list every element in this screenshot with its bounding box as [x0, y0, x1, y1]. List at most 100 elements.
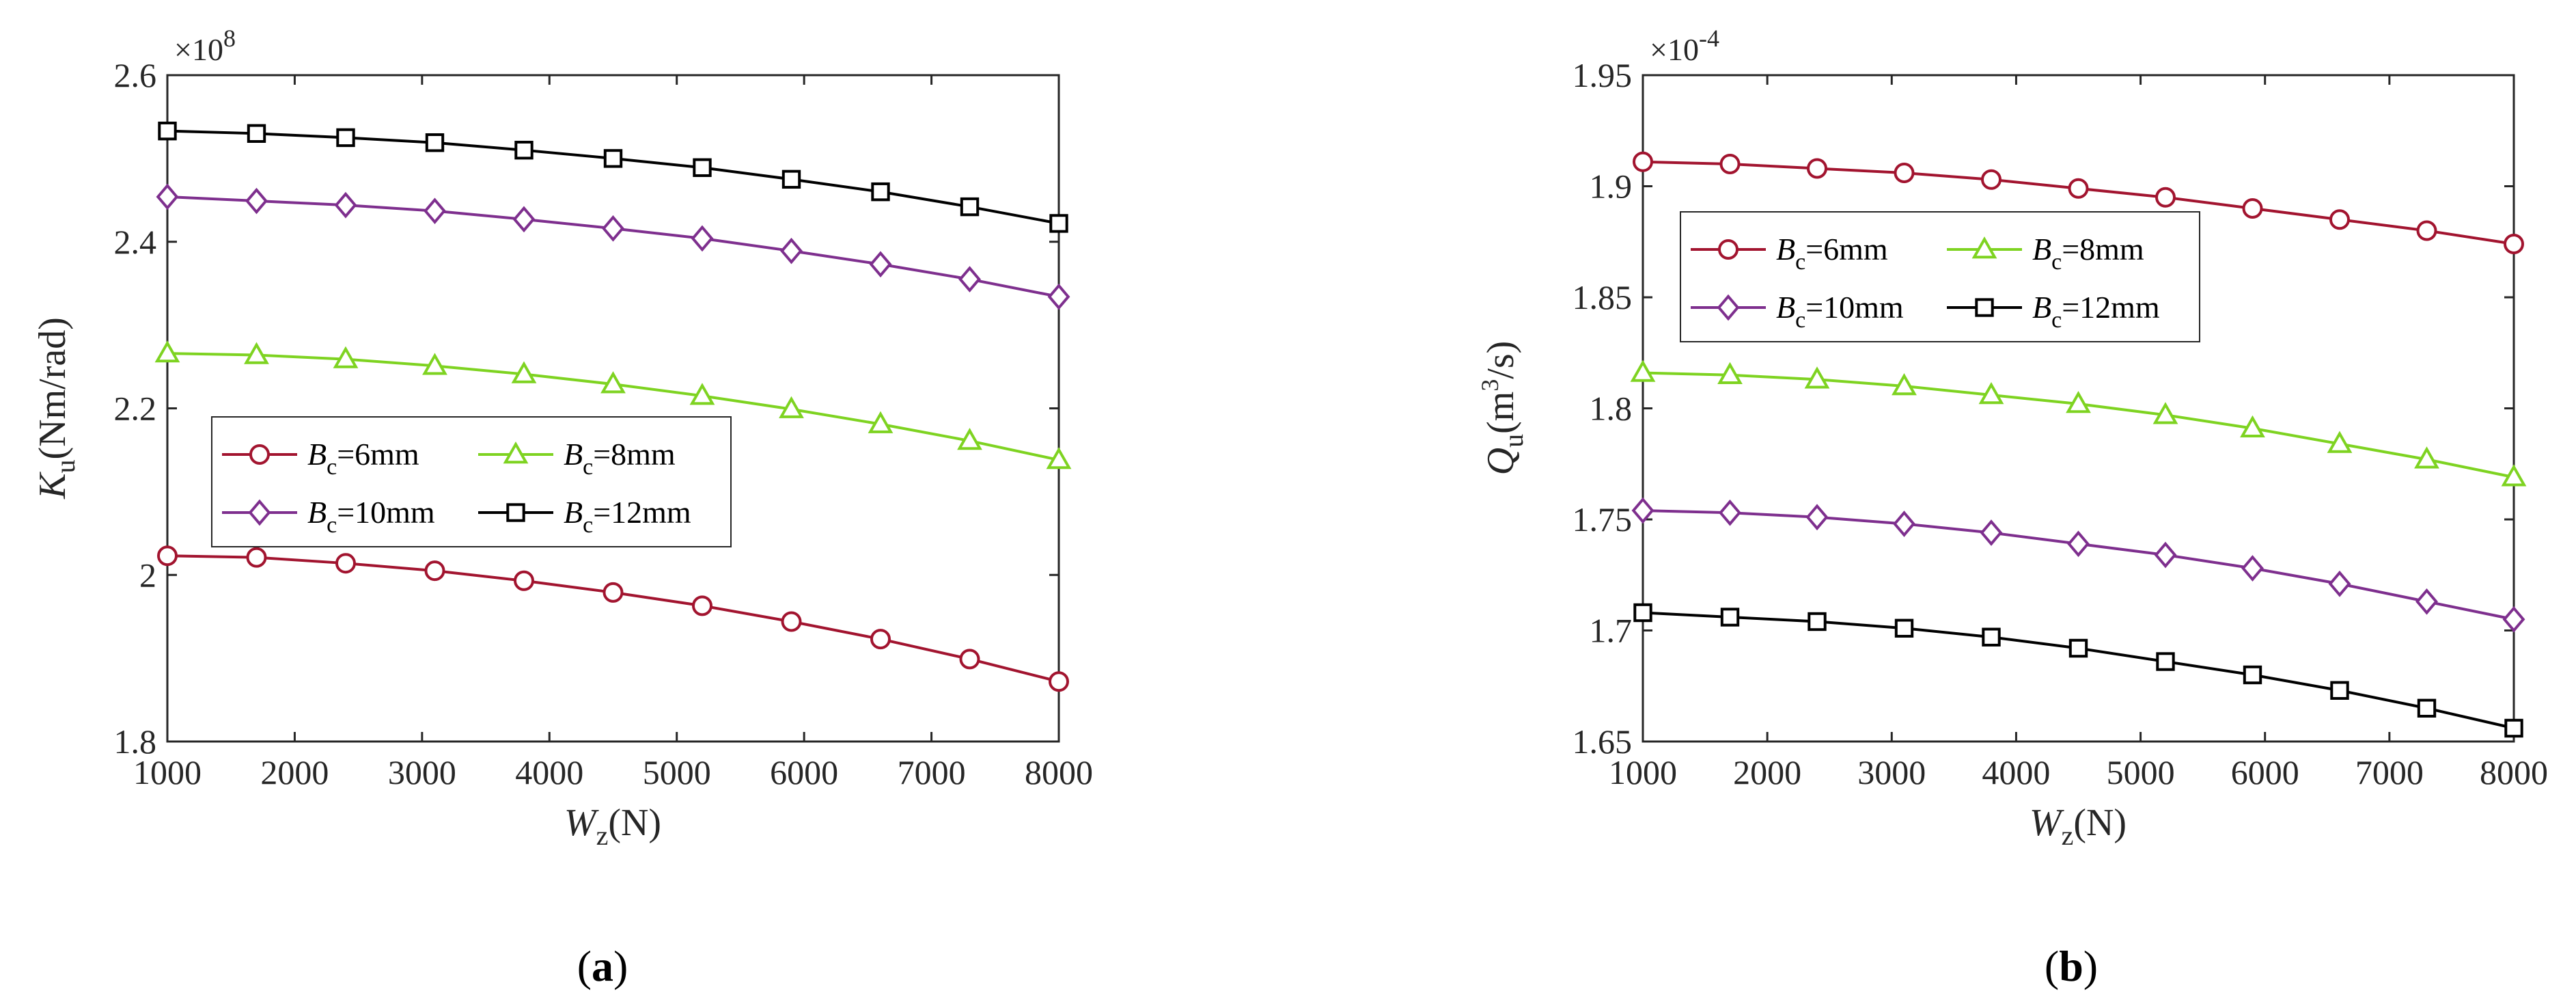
data-point-b-2-0	[1631, 497, 1654, 524]
x-tick-label-b-2: 3000	[1857, 753, 1926, 791]
data-point-a-3-10	[1049, 214, 1068, 233]
legend-box-a	[211, 416, 732, 547]
legend-marker-a-1	[503, 441, 529, 464]
legend-box-b	[1680, 211, 2200, 342]
y-tick-label-b-4: 1.85	[1573, 278, 1633, 316]
data-point-a-3-9	[960, 197, 980, 217]
data-point-b-3-8	[2330, 681, 2349, 700]
data-point-b-0-7	[2242, 198, 2263, 219]
x-tick-label-a-2: 3000	[388, 753, 456, 791]
data-point-b-2-2	[1805, 504, 1829, 531]
data-point-a-1-2	[333, 346, 359, 368]
legend-label-a-1: Bc=8mm	[564, 437, 676, 480]
data-point-a-3-3	[425, 133, 445, 152]
y-tick-label-b-0: 1.65	[1573, 722, 1633, 761]
data-point-a-2-4	[512, 206, 536, 233]
data-point-b-1-1	[1717, 362, 1743, 384]
y-tick-label-b-6: 1.95	[1573, 56, 1633, 94]
data-point-a-3-4	[514, 140, 534, 160]
y-tick-label-a-0: 1.8	[114, 722, 157, 761]
data-point-b-1-8	[2327, 431, 2353, 453]
data-point-a-0-9	[959, 649, 980, 670]
legend-marker-a-2	[248, 499, 271, 526]
data-point-b-3-10	[2504, 718, 2523, 738]
legend-a: Bc=6mm Bc=8mm Bc=10mm Bc=12mm	[211, 416, 732, 547]
y-exponent-a: ×108	[174, 25, 236, 67]
data-point-a-3-6	[693, 158, 712, 177]
y-tick-label-b-3: 1.8	[1590, 390, 1633, 428]
x-axis-label-b: Wz(N)	[2030, 802, 2127, 851]
legend-label-b-3: Bc=12mm	[2032, 290, 2160, 333]
data-point-b-0-2	[1807, 158, 1827, 179]
legend-marker-b-3	[1975, 298, 1994, 317]
chart-panel-a: 1000 2000 3000 4000 5000 6000 7000 8000 1.8 2 2.2 2…	[31, 25, 1093, 990]
x-tick-label-a-7: 8000	[1025, 753, 1093, 791]
data-point-a-1-10	[1046, 447, 1072, 470]
chart-panel-b: 1000 2000 3000 4000 5000 6000 7000 8000 1.65 1.7 1…	[1476, 25, 2548, 990]
data-point-b-2-7	[2241, 555, 2264, 582]
data-point-b-0-9	[2416, 220, 2437, 241]
data-point-a-1-4	[511, 361, 537, 383]
data-point-b-1-0	[1630, 359, 1656, 382]
data-point-a-0-4	[514, 570, 534, 591]
x-axis-label-a: Wz(N)	[564, 802, 661, 851]
data-point-b-1-7	[2240, 415, 2265, 437]
x-tick-label-b-1: 2000	[1733, 753, 1801, 791]
data-point-b-2-10	[2502, 606, 2525, 633]
data-point-a-1-8	[868, 411, 894, 433]
data-point-b-1-4	[1978, 382, 2004, 405]
data-point-b-3-0	[1633, 603, 1652, 623]
legend-marker-a-0	[249, 444, 270, 465]
data-point-a-2-6	[691, 225, 714, 252]
data-point-a-0-1	[246, 547, 267, 568]
x-tick-label-b-3: 4000	[1982, 753, 2050, 791]
x-tick-label-a-4: 5000	[643, 753, 711, 791]
data-point-a-3-7	[781, 169, 801, 189]
data-point-b-2-3	[1893, 511, 1915, 537]
data-point-a-1-5	[600, 371, 626, 394]
legend-label-b-0: Bc=6mm	[1776, 232, 1888, 275]
data-point-b-0-5	[2068, 178, 2089, 199]
data-point-a-3-1	[247, 124, 266, 144]
data-point-b-3-1	[1720, 608, 1740, 627]
data-point-a-2-8	[869, 251, 892, 277]
x-tick-label-a-0: 1000	[133, 753, 202, 791]
legend-marker-b-1	[1971, 236, 1997, 259]
data-point-b-3-9	[2417, 698, 2437, 718]
data-point-b-1-2	[1804, 366, 1830, 389]
legend-marker-b-2	[1717, 294, 1740, 321]
data-point-b-1-9	[2414, 446, 2439, 469]
data-point-b-2-1	[1719, 499, 1741, 526]
data-point-b-3-2	[1808, 612, 1827, 631]
y-tick-label-b-5: 1.9	[1590, 167, 1633, 206]
y-tick-label-b-1: 1.7	[1590, 612, 1633, 650]
legend-label-a-3: Bc=12mm	[564, 495, 691, 538]
legend-label-a-2: Bc=10mm	[307, 495, 435, 538]
x-tick-label-a-3: 4000	[515, 753, 583, 791]
data-point-b-2-8	[2328, 570, 2351, 597]
data-point-a-0-10	[1049, 671, 1069, 692]
y-tick-label-a-3: 2.4	[114, 223, 157, 261]
data-point-a-0-3	[424, 560, 445, 582]
data-point-a-3-0	[158, 121, 177, 141]
data-point-b-0-8	[2329, 209, 2350, 230]
data-point-a-0-7	[781, 611, 802, 632]
data-point-a-0-2	[335, 553, 356, 574]
legend-marker-b-0	[1718, 239, 1739, 260]
x-tick-label-a-5: 6000	[770, 753, 838, 791]
data-point-a-1-1	[244, 342, 269, 364]
data-point-a-3-8	[871, 182, 890, 202]
data-point-b-2-4	[1980, 519, 2003, 546]
data-point-b-0-4	[1981, 169, 2002, 190]
data-point-b-0-6	[2155, 187, 2176, 208]
x-tick-label-b-0: 1000	[1609, 753, 1677, 791]
x-tick-label-b-6: 7000	[2355, 753, 2424, 791]
data-point-a-0-6	[692, 595, 712, 616]
y-tick-label-a-2: 2.2	[114, 390, 157, 428]
legend-label-a-0: Bc=6mm	[307, 437, 419, 480]
y-axis-label-b: Qu(m3/s)	[1476, 341, 1529, 476]
data-point-b-2-6	[2154, 541, 2177, 569]
y-tick-label-a-4: 2.6	[114, 56, 157, 94]
data-point-b-0-0	[1633, 151, 1653, 172]
